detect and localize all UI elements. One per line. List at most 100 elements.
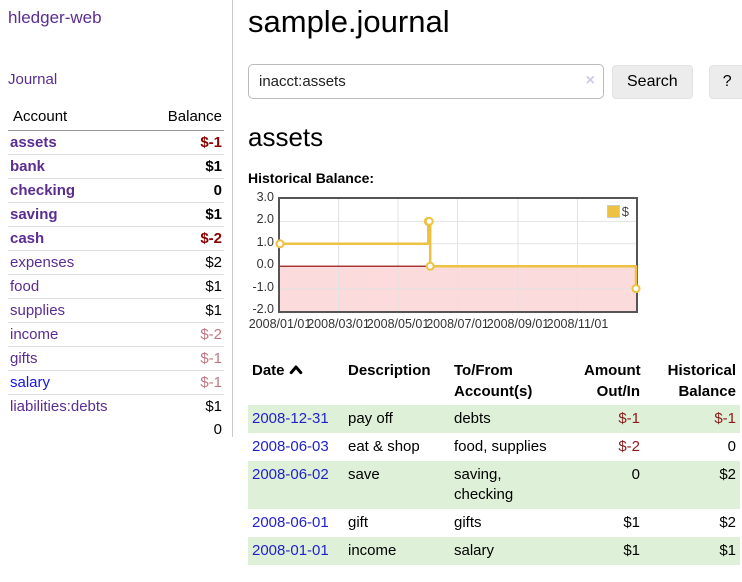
- transaction-description: gift: [348, 514, 369, 531]
- register-header-historical: Historical Balance: [667, 362, 736, 400]
- transaction-amount: $1: [623, 514, 640, 531]
- y-axis-tick-label: 1.0: [256, 234, 274, 249]
- help-button[interactable]: ?: [708, 64, 742, 99]
- account-balance: 0: [142, 178, 224, 203]
- account-row: assets $-1: [8, 131, 224, 155]
- y-axis-tick-label: 2.0: [256, 212, 274, 227]
- search-input[interactable]: [248, 64, 604, 99]
- y-axis-tick-label: -1.0: [252, 279, 274, 294]
- accounts-header-balance: Balance: [142, 105, 224, 131]
- chart-plot-area: $: [275, 197, 641, 313]
- transaction-row: 2008-06-02 save saving, checking 0 $2: [248, 461, 740, 509]
- account-balance: $-1: [142, 370, 224, 395]
- account-row: liabilities:debts $1: [8, 394, 224, 418]
- search-form: × Search ?: [248, 64, 742, 99]
- account-balance: $2: [142, 250, 224, 275]
- account-balance: $1: [142, 154, 224, 179]
- account-balance: $1: [142, 298, 224, 323]
- account-link[interactable]: cash: [10, 230, 45, 247]
- account-link[interactable]: bank: [10, 158, 46, 175]
- accounts-header-account: Account: [8, 105, 143, 131]
- transaction-balance: $1: [719, 542, 736, 559]
- y-axis-tick-label: 0.0: [256, 257, 274, 272]
- account-row: food $1: [8, 274, 224, 299]
- account-heading: assets: [248, 122, 324, 152]
- account-row: gifts $-1: [8, 346, 224, 371]
- account-link[interactable]: liabilities:debts: [10, 398, 108, 415]
- account-link[interactable]: income: [10, 326, 59, 343]
- register-table: Date Description To/From Account(s) Amount Ou…: [248, 357, 740, 565]
- transaction-accounts: debts: [454, 410, 491, 427]
- page-title: sample.journal: [248, 4, 450, 39]
- app-brand-link[interactable]: hledger-web: [8, 8, 102, 27]
- transaction-date-link[interactable]: 2008-06-01: [252, 514, 329, 531]
- transaction-description: income: [348, 542, 397, 559]
- transaction-balance: $-1: [714, 410, 736, 427]
- x-axis-tick-label: 2008/05/01: [366, 317, 430, 331]
- transaction-row: 2008-01-01 income salary $1 $1: [248, 537, 740, 565]
- account-balance: $-2: [142, 322, 224, 347]
- transaction-description: save: [348, 466, 380, 483]
- chart-legend: $: [604, 203, 631, 220]
- legend-label: $: [621, 204, 629, 219]
- account-balance: $1: [142, 274, 224, 299]
- account-row: saving $1: [8, 202, 224, 227]
- y-axis-tick-label: 3.0: [256, 190, 274, 204]
- x-axis-tick-label: 2008/11/01: [546, 317, 609, 331]
- transaction-date-link[interactable]: 2008-06-03: [252, 438, 329, 455]
- account-row: expenses $2: [8, 250, 224, 275]
- account-link[interactable]: salary: [10, 374, 51, 391]
- account-row: salary $-1: [8, 370, 224, 395]
- account-row: bank $1: [8, 154, 224, 179]
- x-axis-tick-label: 2008/03/01: [307, 317, 370, 331]
- account-balance: $1: [142, 394, 224, 418]
- chart-canvas: [275, 199, 641, 311]
- balance-chart: $ 3.0 2.0 1.0 0.0 -1.0 -2.0 2008/01/01 2008/03/…: [248, 190, 740, 335]
- transaction-balance: 0: [727, 438, 736, 455]
- register-header-row: Date Description To/From Account(s) Amount Ou…: [248, 357, 740, 405]
- transaction-accounts: food, supplies: [454, 438, 547, 455]
- clear-search-icon[interactable]: ×: [585, 72, 595, 89]
- account-link[interactable]: assets: [10, 134, 57, 151]
- accounts-table: Account Balance assets $-1 bank $1 checking 0…: [8, 105, 224, 441]
- x-axis-tick-label: 2008/07/01: [426, 317, 489, 331]
- chart-title: Historical Balance:: [248, 170, 375, 186]
- x-axis-tick-label: 2008/01/01: [248, 317, 312, 331]
- accounts-total-row: 0: [8, 418, 224, 441]
- transaction-accounts: salary: [454, 542, 495, 559]
- search-button[interactable]: Search: [612, 64, 693, 99]
- accounts-tbody: assets $-1 bank $1 checking 0 saving $1 cash $-2 e…: [8, 131, 224, 418]
- account-link[interactable]: saving: [10, 206, 58, 223]
- transaction-accounts: gifts: [454, 514, 482, 531]
- transaction-amount: $-1: [618, 410, 640, 427]
- main-content: sample.journal × Search ? assets Histori…: [248, 0, 742, 565]
- transaction-accounts: saving, checking: [454, 466, 514, 503]
- transaction-balance: $2: [719, 514, 736, 531]
- account-row: checking 0: [8, 178, 224, 203]
- account-row: income $-2: [8, 322, 224, 347]
- transaction-date-link[interactable]: 2008-12-31: [252, 410, 329, 427]
- account-link[interactable]: expenses: [10, 254, 75, 271]
- register-header-description: Description: [348, 362, 431, 379]
- y-axis-tick-label: -2.0: [252, 302, 274, 316]
- legend-swatch-icon: [606, 205, 620, 218]
- account-link[interactable]: checking: [10, 182, 76, 199]
- transaction-date-link[interactable]: 2008-06-02: [252, 466, 329, 483]
- account-row: supplies $1: [8, 298, 224, 323]
- transaction-row: 2008-06-01 gift gifts $1 $2: [248, 509, 740, 537]
- account-balance: $1: [142, 202, 224, 227]
- transaction-amount: 0: [631, 466, 640, 483]
- x-axis-tick-label: 2008/09/01: [486, 317, 550, 331]
- transaction-date-link[interactable]: 2008-01-01: [252, 542, 329, 559]
- sort-asc-icon[interactable]: [289, 364, 303, 375]
- account-link[interactable]: supplies: [10, 302, 66, 319]
- account-link[interactable]: gifts: [10, 350, 38, 367]
- register-header-amount: Amount Out/In: [584, 362, 641, 400]
- account-link[interactable]: food: [10, 278, 40, 295]
- sidebar-item-journal[interactable]: Journal: [8, 71, 58, 88]
- account-row: cash $-2: [8, 226, 224, 251]
- register-tbody: 2008-12-31 pay off debts $-1 $-1 2008-06-03 ea…: [248, 405, 740, 565]
- account-balance: $-2: [142, 226, 224, 251]
- transaction-description: eat & shop: [348, 438, 420, 455]
- register-header-date[interactable]: Date: [248, 357, 344, 405]
